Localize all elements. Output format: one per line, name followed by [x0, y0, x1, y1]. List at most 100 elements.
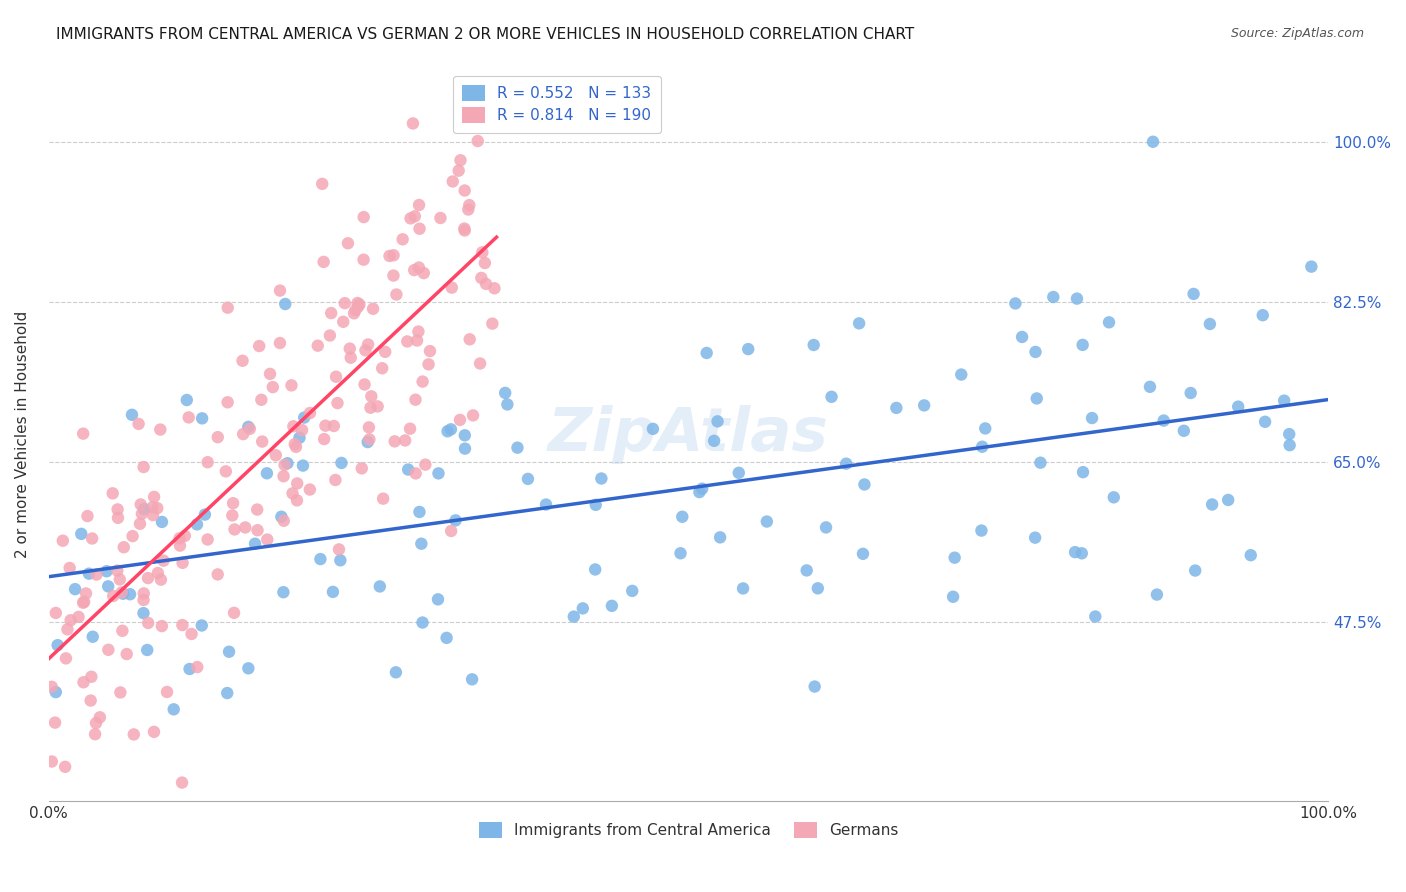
Point	[405, 392, 427, 407]
Point	[506, 441, 529, 455]
Point	[1180, 386, 1202, 401]
Point	[325, 473, 347, 487]
Point	[419, 344, 441, 359]
Point	[1024, 345, 1046, 359]
Text: Source: ZipAtlas.com: Source: ZipAtlas.com	[1230, 27, 1364, 40]
Point	[835, 457, 858, 471]
Point	[172, 618, 194, 632]
Point	[76, 509, 98, 524]
Point	[72, 596, 94, 610]
Point	[815, 520, 838, 534]
Point	[298, 406, 321, 420]
Point	[97, 642, 120, 657]
Point	[291, 458, 314, 473]
Point	[238, 661, 260, 675]
Point	[688, 485, 710, 500]
Point	[1278, 427, 1301, 442]
Point	[470, 271, 492, 285]
Point	[690, 482, 713, 496]
Point	[848, 316, 870, 330]
Point	[41, 755, 63, 769]
Point	[270, 509, 292, 524]
Point	[146, 501, 169, 516]
Point	[404, 263, 426, 277]
Point	[385, 287, 408, 301]
Point	[247, 339, 270, 353]
Point	[404, 209, 426, 223]
Point	[122, 727, 145, 741]
Point	[273, 469, 295, 483]
Point	[186, 660, 208, 674]
Point	[406, 334, 429, 348]
Point	[197, 455, 219, 469]
Point	[412, 266, 434, 280]
Point	[796, 563, 818, 577]
Point	[150, 515, 173, 529]
Point	[111, 624, 134, 638]
Point	[84, 727, 107, 741]
Point	[440, 280, 463, 294]
Point	[156, 685, 179, 699]
Point	[312, 255, 335, 269]
Point	[1081, 411, 1104, 425]
Point	[330, 456, 353, 470]
Point	[82, 630, 104, 644]
Point	[706, 414, 728, 428]
Point	[852, 547, 875, 561]
Point	[357, 420, 380, 434]
Point	[534, 498, 557, 512]
Point	[72, 426, 94, 441]
Point	[89, 710, 111, 724]
Point	[291, 423, 314, 437]
Point	[321, 306, 343, 320]
Point	[418, 357, 440, 371]
Point	[1218, 492, 1240, 507]
Point	[314, 418, 336, 433]
Point	[474, 256, 496, 270]
Point	[516, 472, 538, 486]
Point	[132, 460, 155, 475]
Point	[46, 638, 69, 652]
Point	[1024, 531, 1046, 545]
Point	[141, 500, 163, 515]
Point	[222, 606, 245, 620]
Point	[368, 579, 391, 593]
Point	[449, 413, 471, 427]
Y-axis label: 2 or more Vehicles in Household: 2 or more Vehicles in Household	[15, 311, 30, 558]
Point	[146, 566, 169, 580]
Point	[429, 211, 451, 225]
Point	[360, 401, 382, 415]
Point	[288, 431, 311, 445]
Point	[353, 377, 375, 392]
Point	[143, 724, 166, 739]
Point	[671, 509, 693, 524]
Point	[132, 593, 155, 607]
Point	[115, 647, 138, 661]
Point	[129, 498, 152, 512]
Point	[191, 411, 214, 425]
Point	[143, 490, 166, 504]
Point	[325, 369, 347, 384]
Point	[408, 198, 430, 212]
Point	[322, 419, 344, 434]
Point	[285, 493, 308, 508]
Point	[353, 210, 375, 224]
Point	[475, 277, 498, 291]
Point	[59, 561, 82, 575]
Point	[415, 458, 437, 472]
Point	[197, 533, 219, 547]
Point	[950, 368, 973, 382]
Point	[52, 533, 75, 548]
Point	[339, 351, 361, 365]
Point	[458, 332, 481, 346]
Point	[457, 202, 479, 217]
Point	[233, 520, 256, 534]
Point	[283, 419, 305, 434]
Point	[496, 397, 519, 411]
Point	[1254, 415, 1277, 429]
Point	[1084, 609, 1107, 624]
Point	[45, 606, 67, 620]
Point	[1301, 260, 1323, 274]
Point	[1199, 317, 1222, 331]
Point	[328, 542, 350, 557]
